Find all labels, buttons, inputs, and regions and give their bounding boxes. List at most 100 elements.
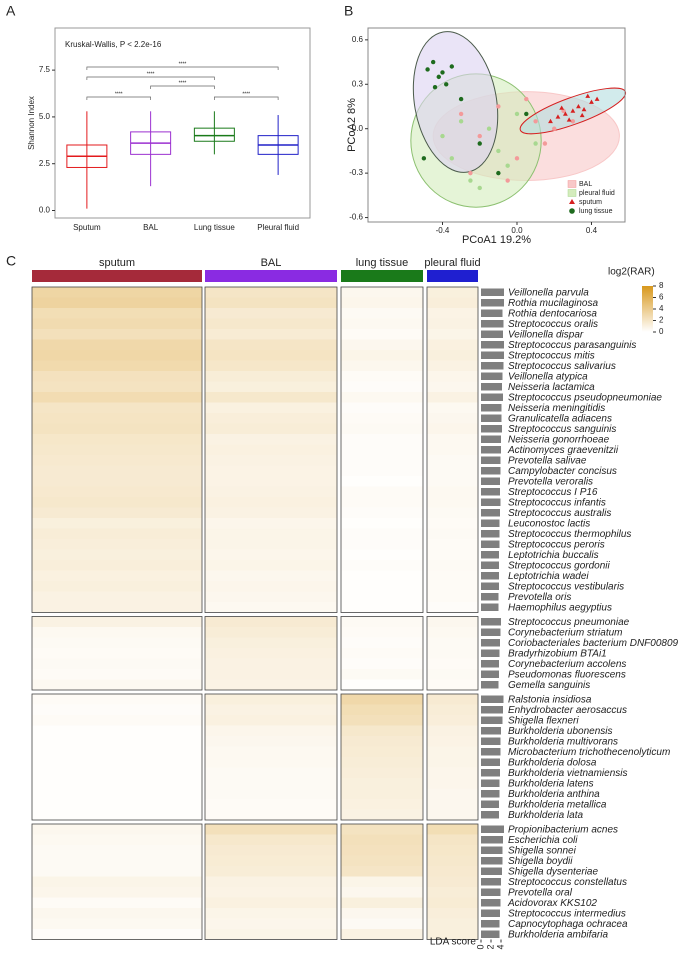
heat-cell	[427, 694, 478, 705]
lda-bar	[481, 857, 503, 865]
heat-cell	[341, 627, 423, 638]
point	[505, 178, 510, 183]
block-border	[31, 286, 203, 613]
heat-cell	[205, 413, 337, 424]
heat-cell	[205, 444, 337, 455]
heat-cell	[32, 725, 202, 736]
heat-cell	[32, 715, 202, 726]
heat-cell	[427, 518, 478, 529]
y-tick-label: 0.3	[352, 79, 364, 88]
heat-cell	[427, 507, 478, 518]
lda-bar	[481, 737, 501, 745]
heat-cell	[341, 455, 423, 466]
point	[533, 119, 538, 124]
point	[458, 96, 464, 102]
lda-bar	[481, 435, 501, 443]
heat-cell	[341, 486, 423, 497]
species-label: Enhydrobacter aerosaccus	[508, 705, 627, 716]
heat-cell	[341, 570, 423, 581]
lda-bar	[481, 846, 503, 854]
point	[432, 85, 438, 90]
species-label: Granulicatella adiacens	[508, 413, 612, 424]
species-label: Leptotrichia buccalis	[508, 550, 599, 561]
heat-cell	[32, 679, 202, 690]
colorbar-tick-label: 6	[659, 293, 664, 302]
species-label: Veillonella atypica	[508, 371, 588, 382]
point	[563, 111, 568, 116]
lda-bar	[481, 582, 499, 590]
colorbar-tick-label: 4	[659, 304, 664, 313]
heat-cell	[205, 736, 337, 747]
heat-cell	[341, 413, 423, 424]
heat-cell	[427, 308, 478, 319]
point	[559, 105, 565, 110]
point	[496, 170, 501, 176]
lda-bar	[481, 288, 504, 296]
heat-cell	[427, 908, 478, 919]
box	[193, 127, 235, 142]
lda-bar	[481, 488, 500, 496]
species-label: Shigella dysenteriae	[508, 866, 598, 877]
heat-cell	[32, 648, 202, 659]
heat-cell	[32, 402, 202, 413]
lda-bar	[481, 383, 502, 391]
heat-cell	[427, 799, 478, 810]
heat-cell	[427, 465, 478, 476]
column-label: lung tissue	[356, 257, 409, 269]
lda-bar	[481, 649, 500, 657]
colorbar-tick-label: 0	[659, 327, 664, 336]
heat-cell	[341, 591, 423, 602]
heat-cell	[341, 497, 423, 508]
heat-cell	[341, 887, 423, 898]
point	[477, 185, 482, 191]
lda-bar	[481, 519, 500, 527]
point	[594, 96, 600, 101]
lda-bar	[481, 695, 504, 703]
heat-cell	[341, 866, 423, 877]
block-border	[31, 693, 203, 821]
heat-cell	[205, 308, 337, 319]
heat-cell	[341, 845, 423, 856]
species-label: Neisseria meningitidis	[508, 403, 605, 414]
heat-cell	[341, 669, 423, 680]
heat-cell	[205, 507, 337, 518]
block-border	[426, 823, 479, 940]
heat-cell	[205, 423, 337, 434]
heat-cell	[205, 866, 337, 877]
heat-cell	[427, 658, 478, 669]
lda-bar	[481, 561, 499, 569]
heat-cell	[32, 287, 202, 298]
heat-cell	[205, 549, 337, 560]
heat-cell	[341, 799, 423, 810]
species-label: Veillonella dispar	[508, 329, 584, 340]
heat-cell	[205, 539, 337, 550]
lda-bar	[481, 530, 500, 538]
heat-cell	[341, 371, 423, 382]
heat-cell	[341, 715, 423, 726]
legend-label: pleural fluid	[579, 190, 615, 197]
heat-cell	[341, 788, 423, 799]
point	[533, 141, 538, 146]
column-bar	[427, 270, 478, 282]
lda-axis-title: LDA score	[430, 937, 477, 948]
heat-cell	[341, 757, 423, 768]
heat-cell	[427, 746, 478, 757]
legend-marker	[567, 180, 577, 188]
lda-bar	[481, 790, 500, 798]
bracket	[86, 66, 279, 70]
column-label: pleural fluid	[424, 257, 480, 269]
point	[514, 111, 520, 117]
heat-cell	[341, 339, 423, 350]
heat-cell	[205, 360, 337, 371]
legend-marker	[569, 199, 575, 204]
heat-cell	[341, 809, 423, 820]
heat-cell	[205, 434, 337, 445]
heat-cell	[427, 918, 478, 929]
heat-cell	[341, 318, 423, 329]
point	[542, 141, 548, 146]
x-tick-label: 0.4	[586, 226, 598, 235]
lda-bar	[481, 446, 501, 454]
heat-cell	[341, 616, 423, 627]
species-label: Gemella sanguinis	[508, 680, 590, 691]
lda-bar	[481, 593, 499, 601]
